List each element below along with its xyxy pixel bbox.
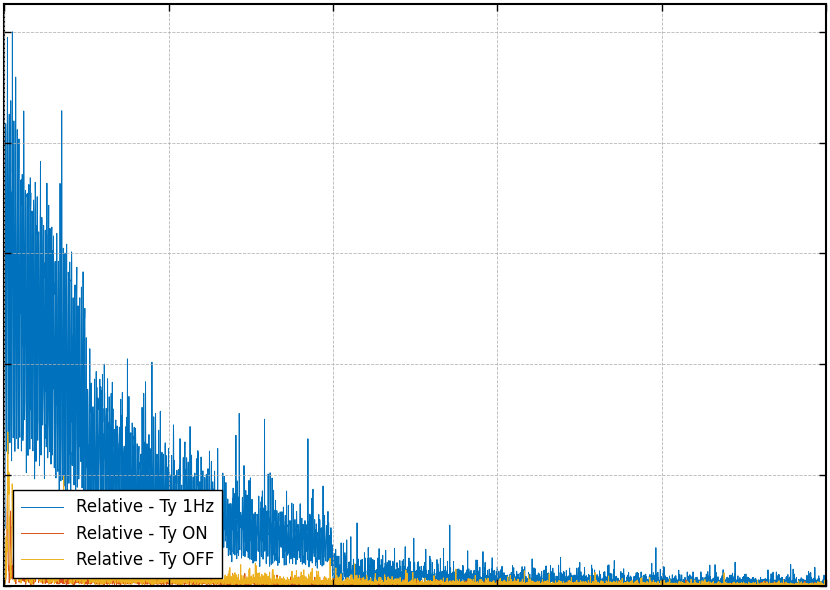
Relative - Ty 1Hz <box>752 582 762 589</box>
Relative - Ty 1Hz <box>492 575 502 582</box>
Relative - Ty OFF <box>492 579 502 586</box>
Relative - Ty OFF <box>0 569 9 576</box>
Relative - Ty 1Hz <box>534 577 544 584</box>
Relative - Ty ON <box>821 582 830 589</box>
Relative - Ty ON <box>534 581 544 588</box>
Relative - Ty ON <box>613 581 622 588</box>
Relative - Ty OFF <box>613 582 622 589</box>
Relative - Ty 1Hz <box>821 580 830 587</box>
Relative - Ty OFF <box>703 582 713 589</box>
Relative - Ty 1Hz <box>613 578 622 585</box>
Relative - Ty OFF <box>2 428 12 435</box>
Relative - Ty OFF <box>534 581 544 588</box>
Relative - Ty 1Hz <box>675 575 685 582</box>
Relative - Ty OFF <box>675 579 685 586</box>
Relative - Ty ON <box>0 576 9 584</box>
Relative - Ty ON <box>149 580 159 587</box>
Relative - Ty ON <box>2 490 12 497</box>
Relative - Ty ON <box>675 581 685 588</box>
Relative - Ty OFF <box>313 568 323 575</box>
Relative - Ty OFF <box>821 581 830 588</box>
Relative - Ty 1Hz <box>313 529 323 536</box>
Line: Relative - Ty ON: Relative - Ty ON <box>4 493 826 586</box>
Relative - Ty 1Hz <box>7 28 17 35</box>
Relative - Ty ON <box>492 581 502 588</box>
Line: Relative - Ty 1Hz: Relative - Ty 1Hz <box>4 32 826 585</box>
Relative - Ty ON <box>778 582 788 589</box>
Relative - Ty 1Hz <box>0 432 9 440</box>
Relative - Ty OFF <box>149 574 159 581</box>
Legend: Relative - Ty 1Hz, Relative - Ty ON, Relative - Ty OFF: Relative - Ty 1Hz, Relative - Ty ON, Rel… <box>12 490 222 578</box>
Relative - Ty 1Hz <box>149 452 159 459</box>
Line: Relative - Ty OFF: Relative - Ty OFF <box>4 432 826 586</box>
Relative - Ty ON <box>313 578 323 585</box>
